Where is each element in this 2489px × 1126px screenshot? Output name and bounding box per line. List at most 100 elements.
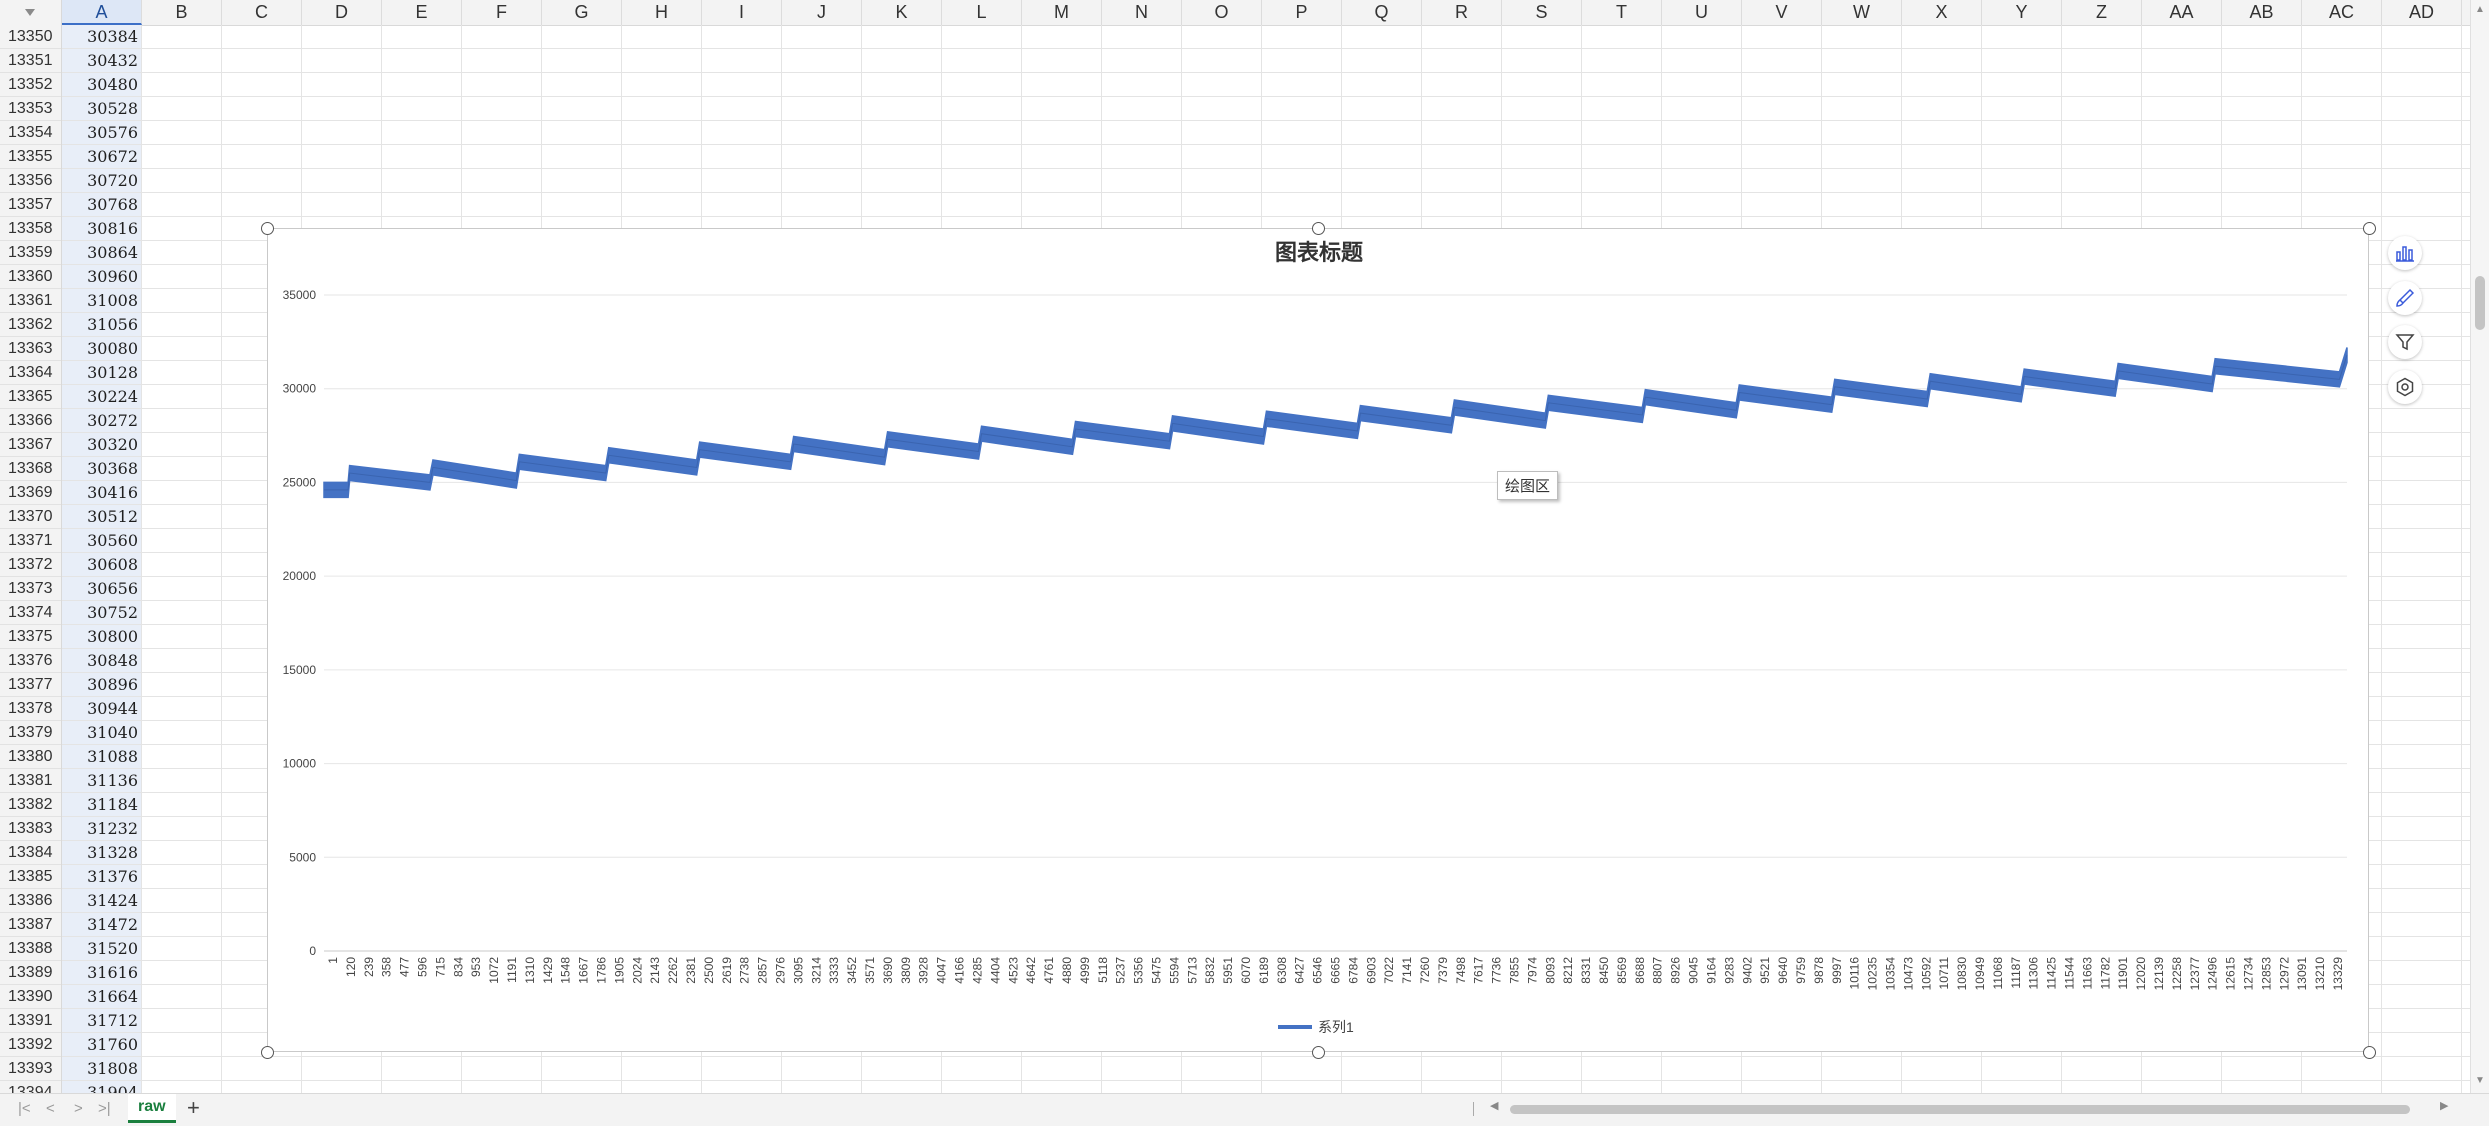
column-header-h[interactable]: H bbox=[622, 0, 702, 25]
cell-a[interactable]: 31136 bbox=[87, 771, 138, 790]
cell-a[interactable]: 31184 bbox=[87, 795, 138, 814]
row-header[interactable]: 13369 bbox=[0, 481, 61, 505]
cell-a[interactable]: 30480 bbox=[87, 75, 138, 94]
column-header-t[interactable]: T bbox=[1582, 0, 1662, 25]
row-header[interactable]: 13356 bbox=[0, 169, 61, 193]
column-header-i[interactable]: I bbox=[702, 0, 782, 25]
resize-handle-top[interactable] bbox=[1312, 222, 1325, 235]
row-header[interactable]: 13374 bbox=[0, 601, 61, 625]
cell-a[interactable]: 30512 bbox=[87, 507, 138, 526]
row-header[interactable]: 13393 bbox=[0, 1057, 61, 1081]
row-header[interactable]: 13368 bbox=[0, 457, 61, 481]
row-header[interactable]: 13359 bbox=[0, 241, 61, 265]
column-header-y[interactable]: Y bbox=[1982, 0, 2062, 25]
cell-a[interactable]: 30272 bbox=[87, 411, 138, 430]
cell-a[interactable]: 30848 bbox=[87, 651, 138, 670]
cell-a[interactable]: 30960 bbox=[87, 267, 138, 286]
row-header[interactable]: 13372 bbox=[0, 553, 61, 577]
row-header[interactable]: 13360 bbox=[0, 265, 61, 289]
row-header[interactable]: 13361 bbox=[0, 289, 61, 313]
cell-a[interactable]: 30720 bbox=[87, 171, 138, 190]
column-header-m[interactable]: M bbox=[1022, 0, 1102, 25]
row-header[interactable]: 13375 bbox=[0, 625, 61, 649]
column-header-r[interactable]: R bbox=[1422, 0, 1502, 25]
cell-a[interactable]: 31664 bbox=[87, 987, 138, 1006]
cell-a[interactable]: 31760 bbox=[87, 1035, 138, 1054]
chart-elements-button[interactable] bbox=[2388, 236, 2422, 270]
column-header-ac[interactable]: AC bbox=[2302, 0, 2382, 25]
row-header[interactable]: 13391 bbox=[0, 1009, 61, 1033]
column-header-x[interactable]: X bbox=[1902, 0, 1982, 25]
resize-handle-top-left[interactable] bbox=[261, 222, 274, 235]
column-header-e[interactable]: E bbox=[382, 0, 462, 25]
cell-a[interactable]: 30768 bbox=[87, 195, 138, 214]
cell-a[interactable]: 30944 bbox=[87, 699, 138, 718]
scroll-separator[interactable] bbox=[1473, 1102, 1474, 1116]
resize-handle-top-right[interactable] bbox=[2363, 222, 2376, 235]
row-header[interactable]: 13358 bbox=[0, 217, 61, 241]
row-header[interactable]: 13363 bbox=[0, 337, 61, 361]
row-header[interactable]: 13378 bbox=[0, 697, 61, 721]
column-header-s[interactable]: S bbox=[1502, 0, 1582, 25]
resize-handle-bottom-right[interactable] bbox=[2363, 1046, 2376, 1059]
cell-a[interactable]: 30816 bbox=[87, 219, 138, 238]
cell-a[interactable]: 30320 bbox=[87, 435, 138, 454]
row-header[interactable]: 13367 bbox=[0, 433, 61, 457]
cell-a[interactable]: 30528 bbox=[87, 99, 138, 118]
cell-a[interactable]: 31008 bbox=[87, 291, 138, 310]
row-header[interactable]: 13366 bbox=[0, 409, 61, 433]
scroll-up-icon[interactable]: ▲ bbox=[2475, 4, 2485, 15]
vertical-scrollbar[interactable]: ▲ ▼ bbox=[2470, 0, 2489, 1093]
column-header-n[interactable]: N bbox=[1102, 0, 1182, 25]
column-header-v[interactable]: V bbox=[1742, 0, 1822, 25]
horizontal-scroll-thumb[interactable] bbox=[1510, 1105, 2410, 1114]
cell-a[interactable]: 30416 bbox=[87, 483, 138, 502]
cell-a[interactable]: 31040 bbox=[87, 723, 138, 742]
cell-a[interactable]: 30608 bbox=[87, 555, 138, 574]
cell-a[interactable]: 30384 bbox=[87, 27, 138, 46]
row-header[interactable]: 13371 bbox=[0, 529, 61, 553]
row-header[interactable]: 13352 bbox=[0, 73, 61, 97]
row-header[interactable]: 13355 bbox=[0, 145, 61, 169]
select-all-corner[interactable] bbox=[0, 0, 62, 25]
row-header[interactable]: 13362 bbox=[0, 313, 61, 337]
column-header-g[interactable]: G bbox=[542, 0, 622, 25]
row-header[interactable]: 13376 bbox=[0, 649, 61, 673]
chart-object[interactable]: 图表标题 0 5000 10000 15000 20000 25000 30000 35000 1… bbox=[267, 228, 2369, 1052]
column-header-q[interactable]: Q bbox=[1342, 0, 1422, 25]
row-header[interactable]: 13357 bbox=[0, 193, 61, 217]
add-sheet-button[interactable]: + bbox=[187, 1095, 200, 1120]
scroll-left-icon[interactable]: ◀ bbox=[1490, 1100, 1499, 1112]
cell-a[interactable]: 30656 bbox=[87, 579, 138, 598]
cell-a[interactable]: 30672 bbox=[87, 147, 138, 166]
row-header[interactable]: 13384 bbox=[0, 841, 61, 865]
cell-a[interactable]: 31424 bbox=[87, 891, 138, 910]
resize-handle-bottom[interactable] bbox=[1312, 1046, 1325, 1059]
column-header-p[interactable]: P bbox=[1262, 0, 1342, 25]
chart-settings-button[interactable] bbox=[2388, 370, 2422, 404]
row-header[interactable]: 13380 bbox=[0, 745, 61, 769]
cell-a[interactable]: 31056 bbox=[87, 315, 138, 334]
row-header[interactable]: 13394 bbox=[0, 1081, 61, 1093]
chart-filter-button[interactable] bbox=[2388, 325, 2422, 359]
column-header-j[interactable]: J bbox=[782, 0, 862, 25]
column-header-ab[interactable]: AB bbox=[2222, 0, 2302, 25]
cell-a[interactable]: 31472 bbox=[87, 915, 138, 934]
first-sheet-icon[interactable]: |< bbox=[18, 1100, 31, 1117]
column-header-c[interactable]: C bbox=[222, 0, 302, 25]
row-header[interactable]: 13386 bbox=[0, 889, 61, 913]
row-header[interactable]: 13377 bbox=[0, 673, 61, 697]
cell-a[interactable]: 30576 bbox=[87, 123, 138, 142]
row-header[interactable]: 13350 bbox=[0, 25, 61, 49]
chart-style-button[interactable] bbox=[2388, 281, 2422, 315]
column-header-z[interactable]: Z bbox=[2062, 0, 2142, 25]
row-header[interactable]: 13387 bbox=[0, 913, 61, 937]
vertical-scroll-thumb[interactable] bbox=[2475, 276, 2485, 330]
row-header[interactable]: 13351 bbox=[0, 49, 61, 73]
cell-a[interactable]: 30560 bbox=[87, 531, 138, 550]
row-header[interactable]: 13364 bbox=[0, 361, 61, 385]
column-header-a[interactable]: A bbox=[62, 0, 142, 25]
column-header-ad[interactable]: AD bbox=[2382, 0, 2462, 25]
horizontal-scrollbar[interactable]: ◀ ▶ bbox=[1490, 1100, 2450, 1115]
cell-a[interactable]: 30800 bbox=[87, 627, 138, 646]
